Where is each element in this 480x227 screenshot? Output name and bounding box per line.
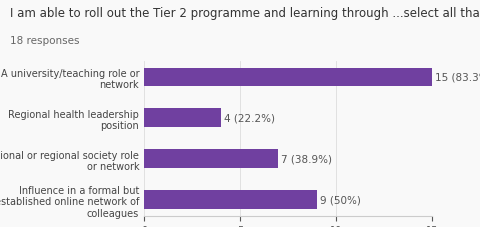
Text: 7 (38.9%): 7 (38.9%) (281, 154, 332, 164)
Bar (144, 109, 221, 127)
Bar (144, 150, 278, 168)
Text: 15 (83.3%): 15 (83.3%) (435, 72, 480, 82)
Text: 4 (22.2%): 4 (22.2%) (224, 113, 275, 123)
Text: I am able to roll out the Tier 2 programme and learning through ...select all th: I am able to roll out the Tier 2 program… (10, 7, 480, 20)
Bar (144, 190, 317, 209)
Text: 18 responses: 18 responses (10, 36, 79, 46)
Text: 9 (50%): 9 (50%) (320, 195, 360, 205)
Bar (144, 68, 432, 87)
